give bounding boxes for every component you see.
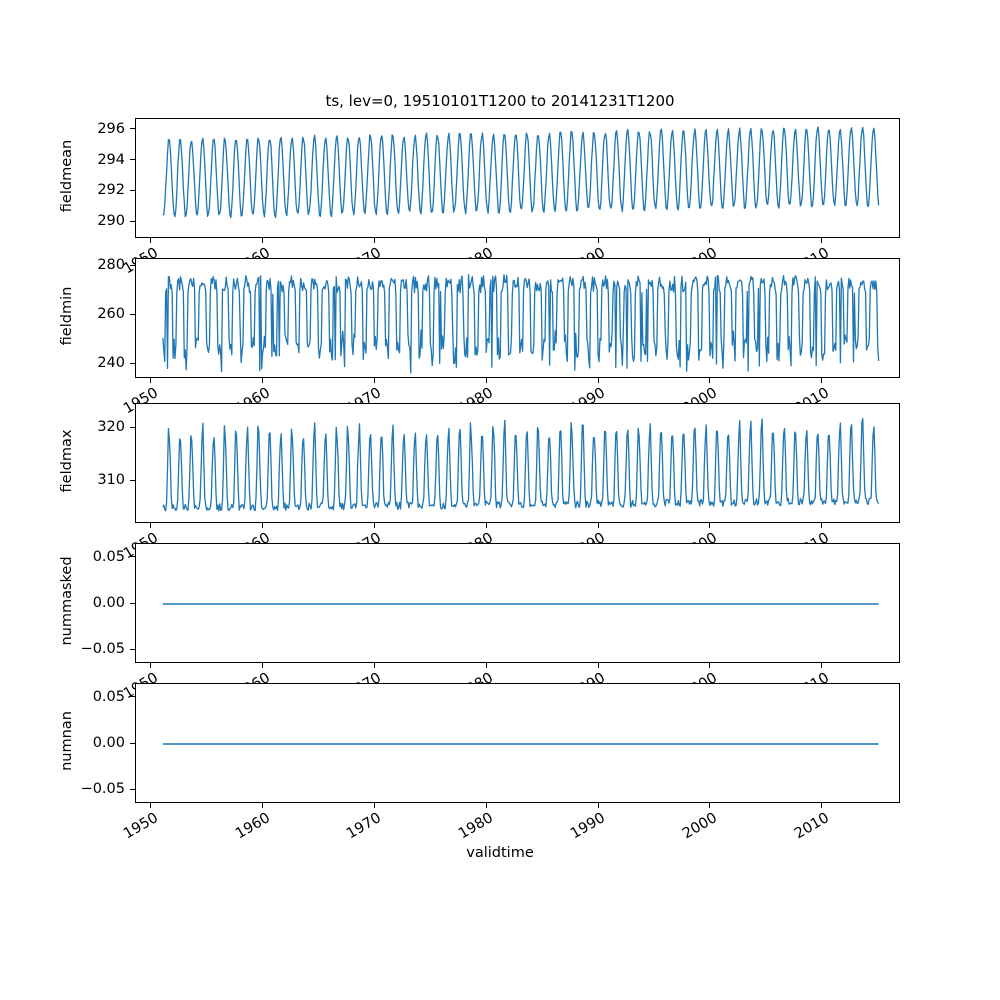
- plot-panel-nummasked: [135, 543, 900, 663]
- x-tick-mark: [373, 238, 375, 243]
- x-tick-mark: [150, 378, 152, 383]
- x-tick-mark: [709, 803, 711, 808]
- x-tick-mark: [597, 378, 599, 383]
- y-axis-label-nummasked: nummasked: [59, 556, 75, 646]
- y-tick-mark: [130, 742, 135, 744]
- x-tick-label: 1990: [568, 810, 609, 843]
- plot-panel-fieldmean: [135, 118, 900, 238]
- plot-canvas-numnan: [162, 743, 879, 745]
- x-tick-mark: [709, 523, 711, 528]
- y-tick-mark: [130, 264, 135, 266]
- x-tick-mark: [262, 523, 264, 528]
- x-tick-mark: [262, 238, 264, 243]
- x-tick-label: 1960: [232, 810, 273, 843]
- x-tick-mark: [821, 663, 823, 668]
- data-line-fieldmin: [162, 274, 880, 374]
- y-tick-mark: [130, 648, 135, 650]
- y-tick-label: 292: [97, 182, 125, 199]
- y-tick-label: 0.00: [92, 735, 125, 751]
- y-tick-mark: [130, 426, 135, 428]
- x-tick-mark: [150, 663, 152, 668]
- plot-panel-numnan: [135, 683, 900, 803]
- y-tick-label: 0.00: [92, 595, 125, 611]
- x-tick-mark: [150, 523, 152, 528]
- y-tick-mark: [130, 128, 135, 130]
- x-tick-mark: [485, 663, 487, 668]
- x-tick-mark: [709, 378, 711, 383]
- y-tick-mark: [130, 159, 135, 161]
- data-line-fieldmean: [162, 126, 880, 219]
- y-tick-label: 296: [97, 120, 125, 137]
- y-tick-mark: [130, 479, 135, 481]
- x-tick-mark: [597, 523, 599, 528]
- y-tick-label: 310: [97, 472, 125, 489]
- plot-canvas-fieldmax: [162, 418, 880, 512]
- y-tick-label: 294: [97, 151, 125, 168]
- y-tick-mark: [130, 189, 135, 191]
- figure-title: ts, lev=0, 19510101T1200 to 20141231T120…: [325, 92, 675, 110]
- y-tick-label: 0.05: [92, 688, 125, 705]
- y-tick-mark: [130, 602, 135, 604]
- x-tick-mark: [821, 238, 823, 243]
- x-tick-label: 1950: [120, 810, 161, 843]
- y-tick-mark: [130, 556, 135, 558]
- data-line-fieldmax: [162, 418, 880, 512]
- y-tick-label: 320: [97, 419, 125, 435]
- x-tick-mark: [709, 663, 711, 668]
- plot-panel-fieldmax: [135, 403, 900, 523]
- x-tick-mark: [485, 803, 487, 808]
- plot-canvas-fieldmean: [162, 126, 880, 219]
- x-tick-mark: [150, 803, 152, 808]
- x-tick-mark: [709, 238, 711, 243]
- x-tick-mark: [150, 238, 152, 243]
- x-tick-mark: [821, 803, 823, 808]
- x-tick-mark: [262, 378, 264, 383]
- y-tick-label: 260: [97, 306, 125, 323]
- y-tick-label: 280: [97, 257, 125, 274]
- x-tick-mark: [262, 803, 264, 808]
- x-tick-mark: [597, 238, 599, 243]
- x-tick-mark: [373, 663, 375, 668]
- x-tick-mark: [485, 378, 487, 383]
- y-tick-label: 240: [97, 355, 125, 372]
- x-tick-mark: [262, 663, 264, 668]
- x-tick-label: 1970: [344, 810, 385, 843]
- x-tick-mark: [485, 523, 487, 528]
- x-tick-mark: [485, 238, 487, 243]
- x-tick-mark: [373, 378, 375, 383]
- y-tick-label: −0.05: [80, 641, 125, 658]
- plot-panel-fieldmin: [135, 258, 900, 378]
- x-tick-mark: [821, 523, 823, 528]
- x-tick-mark: [821, 378, 823, 383]
- x-tick-label: 1980: [456, 810, 497, 843]
- y-tick-label: 290: [97, 213, 125, 230]
- plot-canvas-fieldmin: [162, 274, 880, 374]
- plot-canvas-nummasked: [162, 603, 879, 605]
- x-axis-label: validtime: [466, 845, 534, 861]
- x-tick-label: 2000: [679, 810, 720, 843]
- x-tick-mark: [597, 663, 599, 668]
- y-axis-label-fieldmax: fieldmax: [59, 429, 75, 493]
- y-tick-mark: [130, 362, 135, 364]
- y-tick-mark: [130, 788, 135, 790]
- y-tick-mark: [130, 313, 135, 315]
- y-tick-label: −0.05: [80, 781, 125, 798]
- y-tick-mark: [130, 220, 135, 222]
- y-axis-label-numnan: numnan: [59, 711, 75, 771]
- x-tick-mark: [373, 803, 375, 808]
- x-tick-label: 2010: [791, 810, 832, 843]
- x-tick-mark: [597, 803, 599, 808]
- y-axis-label-fieldmin: fieldmin: [59, 286, 75, 346]
- y-tick-label: 0.05: [92, 548, 125, 565]
- y-tick-mark: [130, 696, 135, 698]
- y-axis-label-fieldmean: fieldmean: [59, 139, 75, 213]
- x-tick-mark: [373, 523, 375, 528]
